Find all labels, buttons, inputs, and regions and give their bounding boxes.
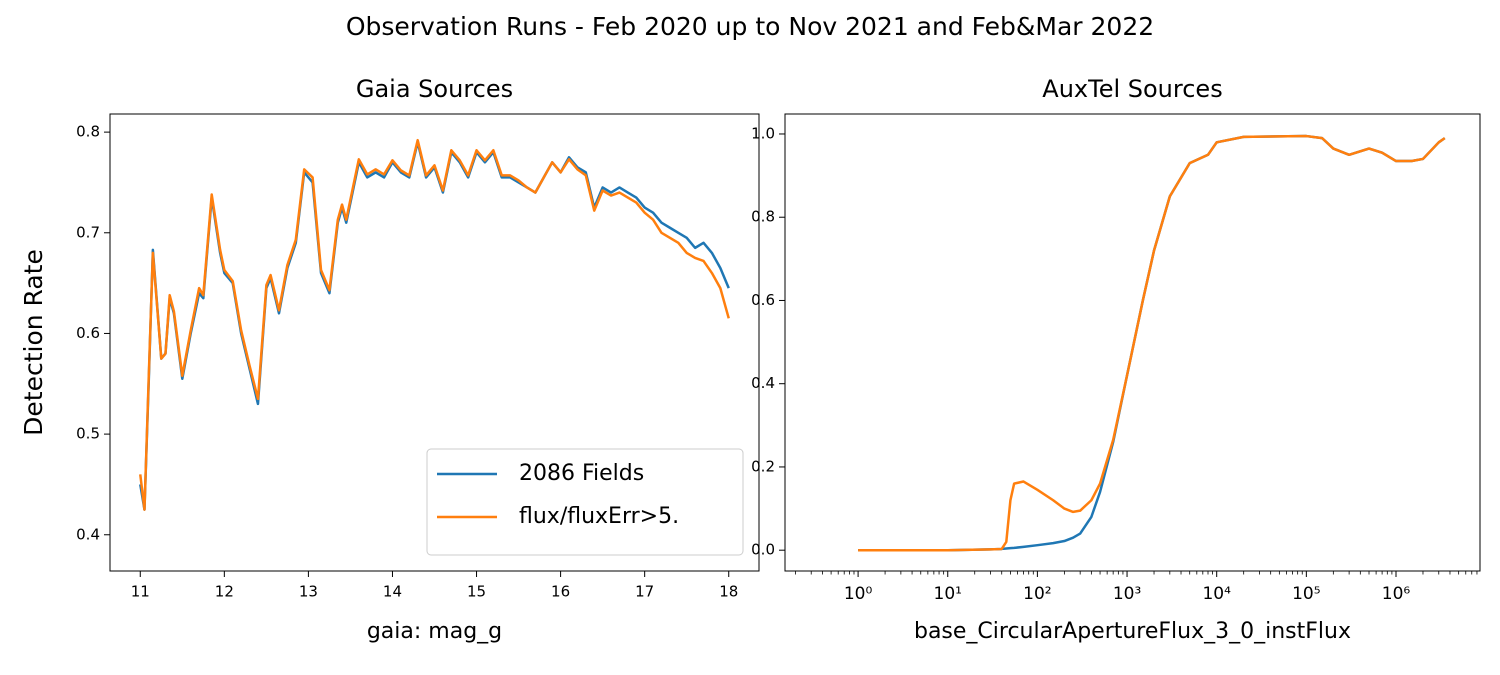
axes-title: Gaia Sources (356, 75, 513, 103)
x-tick-label: 10¹ (934, 584, 962, 604)
x-tick-label: 10⁴ (1202, 584, 1231, 604)
y-axis-label: Detection Rate (19, 249, 48, 436)
x-tick-label: 10² (1023, 584, 1051, 604)
x-tick-label: 10⁵ (1292, 584, 1320, 604)
x-tick-label: 15 (467, 583, 486, 601)
x-tick-label: 11 (131, 583, 150, 601)
x-tick-label: 17 (635, 583, 654, 601)
x-tick-label: 14 (383, 583, 402, 601)
data-line (858, 134, 1446, 552)
axes-frame (784, 113, 1481, 572)
x-axis-label: base_CircularApertureFlux_3_0_instFlux (914, 619, 1351, 644)
x-tick-label: 10⁰ (844, 584, 873, 604)
x-tick-label: 13 (299, 583, 318, 601)
legend-label: flux/fluxErr>5. (519, 504, 679, 529)
y-tick-label: 1.0 (751, 124, 775, 142)
y-tick-label: 0.7 (76, 223, 100, 241)
y-tick-label: 0.5 (76, 425, 100, 443)
x-tick-label: 16 (551, 583, 570, 601)
legend-box (426, 448, 744, 556)
x-tick-label: 12 (215, 583, 234, 601)
y-tick-label: 0.4 (76, 525, 100, 543)
y-tick-label: 0.6 (751, 291, 775, 309)
y-tick-label: 0.2 (751, 457, 775, 475)
figure-title: Observation Runs - Feb 2020 up to Nov 20… (346, 12, 1154, 41)
y-tick-label: 0.8 (751, 208, 775, 226)
legend-label: 2086 Fields (519, 461, 644, 486)
y-tick-label: 0.0 (751, 541, 775, 559)
x-tick-label: 10⁶ (1382, 584, 1411, 604)
y-tick-label: 0.6 (76, 324, 100, 342)
axes-title: AuxTel Sources (1042, 75, 1222, 103)
y-tick-label: 0.8 (76, 123, 100, 141)
y-tick-label: 0.4 (751, 374, 775, 392)
x-axis-label: gaia: mag_g (367, 619, 502, 644)
x-tick-label: 18 (719, 583, 738, 601)
x-tick-label: 10³ (1113, 584, 1141, 604)
data-line (139, 138, 730, 511)
axes-frame (109, 113, 760, 572)
